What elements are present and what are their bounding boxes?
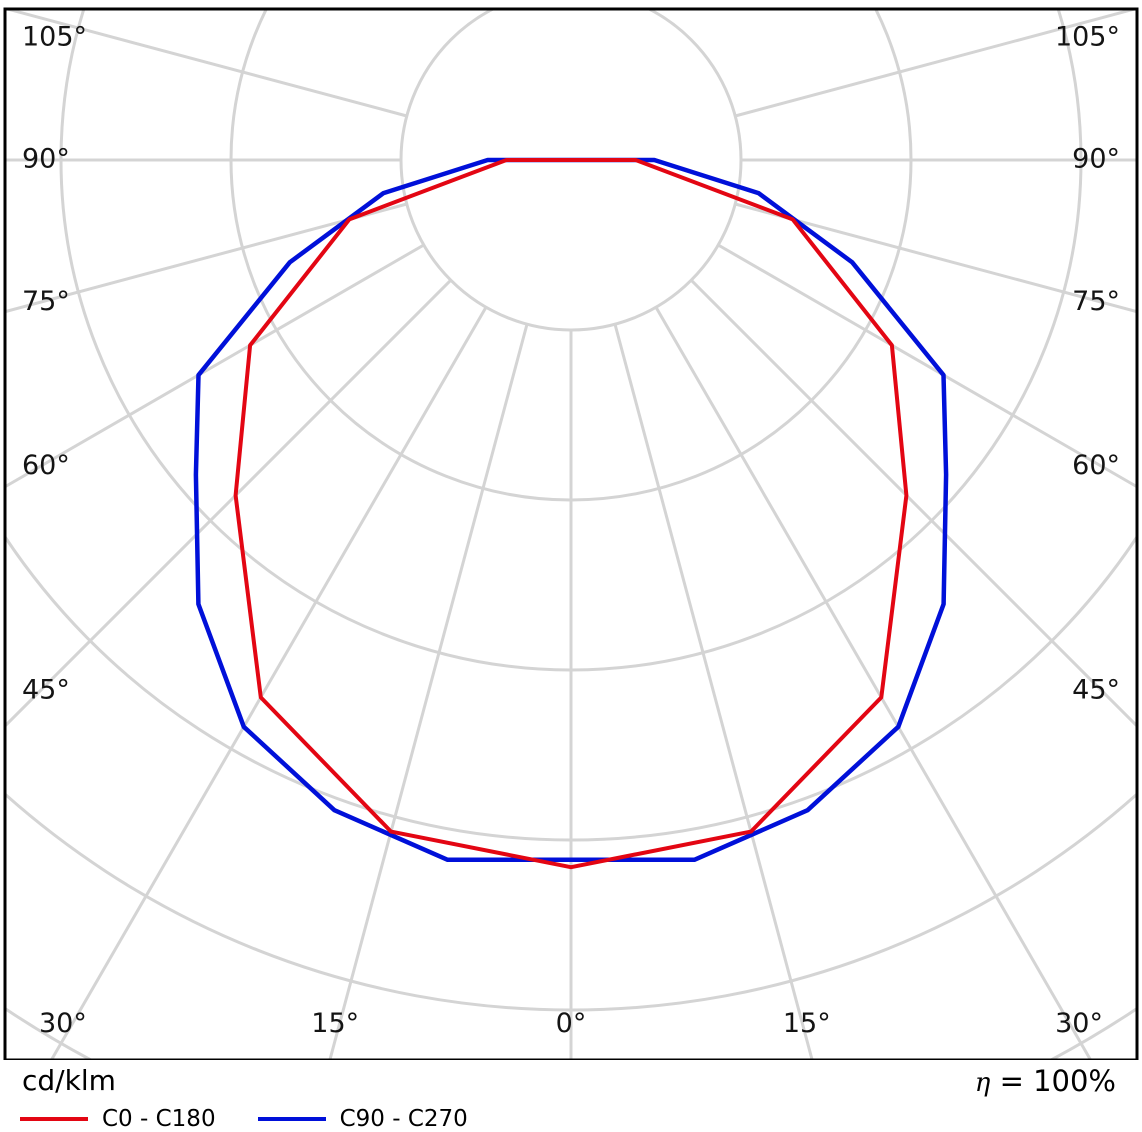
legend-bar: cd/klm η = 100% C0 - C180 C90 - C270	[0, 1060, 1142, 1132]
svg-text:30°: 30°	[1055, 1008, 1103, 1039]
svg-text:30°: 30°	[39, 1008, 87, 1039]
efficiency-label: η = 100%	[975, 1064, 1116, 1098]
legend-item-c90-c270: C90 - C270	[257, 1106, 468, 1132]
legend-items: C0 - C180 C90 - C270	[20, 1106, 510, 1132]
svg-text:90°: 90°	[22, 144, 70, 175]
svg-text:0°: 0°	[556, 1008, 587, 1039]
svg-text:60°: 60°	[22, 450, 70, 481]
svg-text:90°: 90°	[1072, 144, 1120, 175]
eta-symbol: η	[974, 1068, 991, 1098]
svg-text:45°: 45°	[1072, 675, 1120, 706]
svg-text:45°: 45°	[22, 675, 70, 706]
svg-text:75°: 75°	[1072, 286, 1120, 317]
svg-text:60°: 60°	[1072, 450, 1120, 481]
units-label: cd/klm	[22, 1064, 116, 1097]
legend-item-c0-c180: C0 - C180	[20, 1106, 216, 1132]
eta-value: = 100%	[999, 1064, 1116, 1098]
legend-line-blue	[257, 1117, 326, 1121]
svg-text:105°: 105°	[1055, 22, 1120, 53]
legend-label-c90-c270: C90 - C270	[339, 1106, 468, 1132]
legend-label-c0-c180: C0 - C180	[102, 1106, 216, 1132]
svg-text:105°: 105°	[22, 22, 87, 53]
svg-text:75°: 75°	[22, 286, 70, 317]
svg-text:15°: 15°	[783, 1008, 831, 1039]
legend-line-red	[20, 1117, 88, 1121]
svg-text:15°: 15°	[311, 1008, 359, 1039]
